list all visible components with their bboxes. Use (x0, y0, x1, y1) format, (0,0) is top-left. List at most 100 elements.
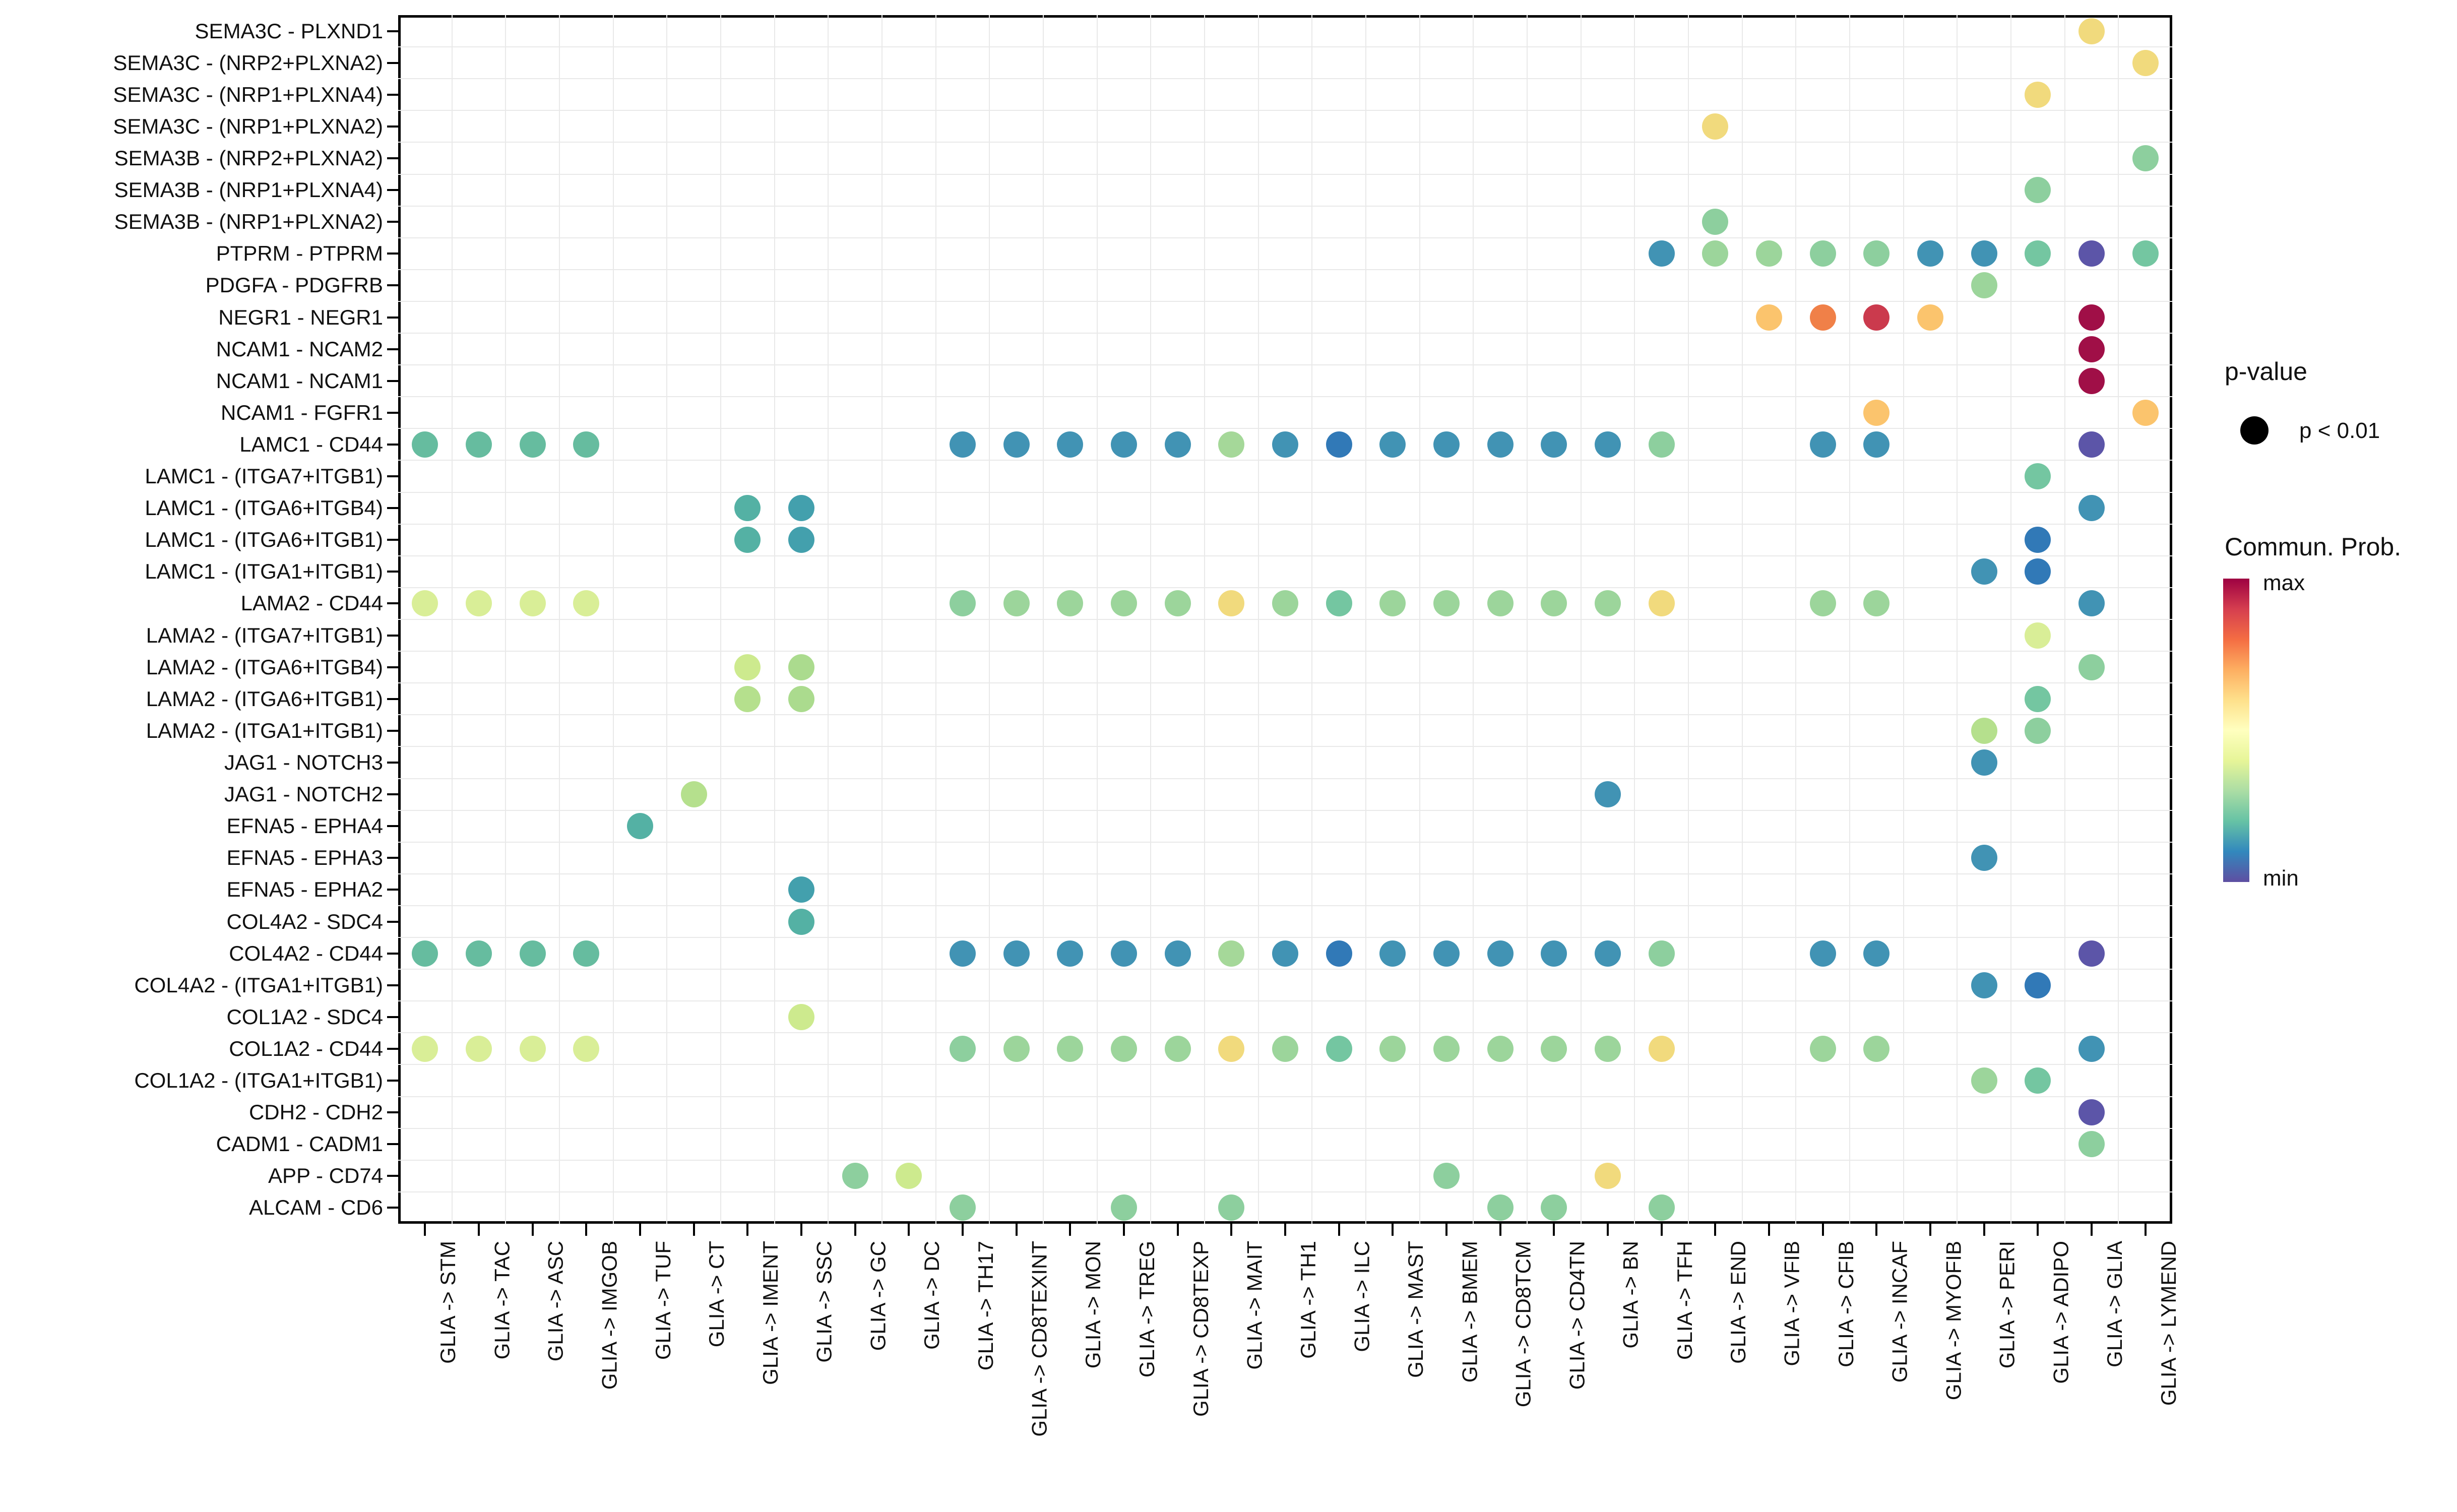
y-axis-label: EFNA5 - EPHA2 (226, 877, 383, 902)
data-dot (2078, 590, 2105, 617)
gridline-horizontal (398, 173, 2172, 175)
y-axis-tick (387, 952, 398, 955)
data-dot (1863, 304, 1890, 331)
x-axis-label: GLIA -> LYMEND (2156, 1241, 2180, 1406)
x-axis-tick (2091, 1224, 2093, 1236)
data-dot (1809, 940, 1836, 967)
y-axis-label: COL1A2 - CD44 (229, 1036, 383, 1060)
y-axis-label: SEMA3B - (NRP2+PLXNA2) (114, 146, 383, 170)
data-dot (573, 431, 600, 458)
pvalue-legend-dot-icon (2240, 416, 2269, 445)
x-axis-tick (2037, 1224, 2039, 1236)
data-dot (2025, 972, 2051, 998)
data-dot (2132, 145, 2159, 171)
data-dot (466, 431, 492, 458)
y-axis-tick (387, 761, 398, 764)
data-dot (896, 1163, 922, 1189)
data-dot (1164, 431, 1191, 458)
data-dot (1326, 590, 1352, 617)
x-axis-label: GLIA -> CD4TN (1565, 1241, 1589, 1390)
data-dot (1057, 940, 1084, 967)
y-axis-label: COL1A2 - (ITGA1+ITGB1) (134, 1068, 383, 1093)
data-dot (1595, 1035, 1621, 1062)
data-dot (1218, 431, 1245, 458)
gridline-horizontal (398, 587, 2172, 588)
data-dot (950, 1194, 976, 1221)
data-dot (412, 940, 438, 967)
y-axis-label: LAMC1 - (ITGA6+ITGB4) (145, 496, 383, 520)
y-axis-tick (387, 920, 398, 923)
y-axis-tick (387, 443, 398, 446)
y-axis-tick (387, 602, 398, 605)
gridline-horizontal (398, 651, 2172, 652)
data-dot (1595, 940, 1621, 967)
data-dot (1379, 1035, 1406, 1062)
x-axis-tick (1821, 1224, 1824, 1236)
gridline-horizontal (398, 364, 2172, 366)
data-dot (1003, 431, 1030, 458)
gridline-horizontal (398, 555, 2172, 556)
y-axis-tick (387, 571, 398, 573)
gridline-horizontal (398, 1032, 2172, 1034)
x-axis-label: GLIA -> TH1 (1296, 1241, 1320, 1359)
gridline-horizontal (398, 1127, 2172, 1129)
data-dot (519, 431, 546, 458)
x-axis-tick (531, 1224, 534, 1236)
y-axis-tick (387, 1207, 398, 1209)
data-dot (1003, 590, 1030, 617)
data-dot (1218, 1194, 1245, 1221)
gridline-horizontal (398, 969, 2172, 970)
data-dot (1595, 1163, 1621, 1189)
x-axis-label: GLIA -> BMEM (1458, 1241, 1481, 1383)
data-dot (1487, 431, 1514, 458)
y-axis-tick (387, 125, 398, 128)
y-axis-label: SEMA3C - PLXND1 (195, 19, 383, 43)
data-dot (1272, 590, 1298, 617)
data-dot (1541, 431, 1567, 458)
x-axis-label: GLIA -> BN (1619, 1241, 1643, 1349)
gridline-horizontal (398, 778, 2172, 779)
y-axis-label: NCAM1 - NCAM2 (216, 337, 383, 361)
y-axis-tick (387, 284, 398, 287)
y-axis-tick (387, 221, 398, 223)
gridline-horizontal (398, 937, 2172, 938)
data-dot (1111, 1194, 1137, 1221)
y-axis-label: CDH2 - CDH2 (248, 1100, 383, 1124)
y-axis-label: SEMA3C - (NRP1+PLXNA4) (113, 82, 383, 106)
data-dot (1809, 240, 1836, 267)
y-axis-label: LAMA2 - CD44 (240, 591, 383, 615)
data-dot (950, 431, 976, 458)
data-dot (1595, 590, 1621, 617)
data-dot (1863, 1035, 1890, 1062)
x-axis-tick (746, 1224, 749, 1236)
y-axis-tick (387, 1047, 398, 1050)
y-axis-tick (387, 348, 398, 350)
data-dot (1326, 431, 1352, 458)
x-axis-label: GLIA -> CD8TEXINT (1027, 1241, 1051, 1437)
data-dot (1218, 590, 1245, 617)
commun-prob-legend-title: Commun. Prob. (2225, 533, 2402, 561)
x-axis-label: GLIA -> MAST (1404, 1241, 1428, 1378)
data-dot (2078, 431, 2105, 458)
data-dot (680, 781, 707, 808)
data-dot (1057, 431, 1084, 458)
data-dot (1863, 590, 1890, 617)
data-dot (1971, 717, 1997, 744)
data-dot (1809, 590, 1836, 617)
y-axis-tick (387, 889, 398, 891)
data-dot (627, 813, 653, 840)
x-axis-tick (1929, 1224, 1931, 1236)
data-dot (1164, 1035, 1191, 1062)
data-dot (1541, 590, 1567, 617)
data-dot (1379, 431, 1406, 458)
y-axis-label: NCAM1 - FGFR1 (220, 400, 383, 424)
x-axis-tick (908, 1224, 910, 1236)
y-axis-tick (387, 539, 398, 541)
gridline-horizontal (398, 237, 2172, 238)
colorbar-max-label: max (2263, 571, 2305, 595)
y-axis-tick (387, 857, 398, 859)
y-axis-label: SEMA3C - (NRP2+PLXNA2) (113, 50, 383, 75)
gridline-horizontal (398, 269, 2172, 270)
data-dot (1326, 940, 1352, 967)
y-axis-tick (387, 1016, 398, 1018)
